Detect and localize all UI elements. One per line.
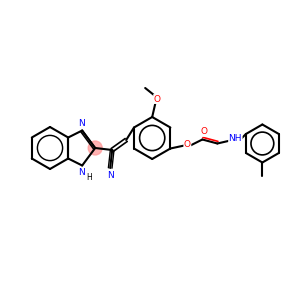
Text: O: O: [200, 127, 207, 136]
Text: O: O: [184, 140, 191, 149]
Text: N: N: [78, 119, 85, 128]
Text: N: N: [78, 168, 85, 177]
Text: N: N: [107, 172, 114, 181]
Text: O: O: [154, 94, 161, 103]
Text: H: H: [86, 173, 92, 182]
Circle shape: [88, 141, 102, 155]
Text: NH: NH: [229, 134, 242, 143]
